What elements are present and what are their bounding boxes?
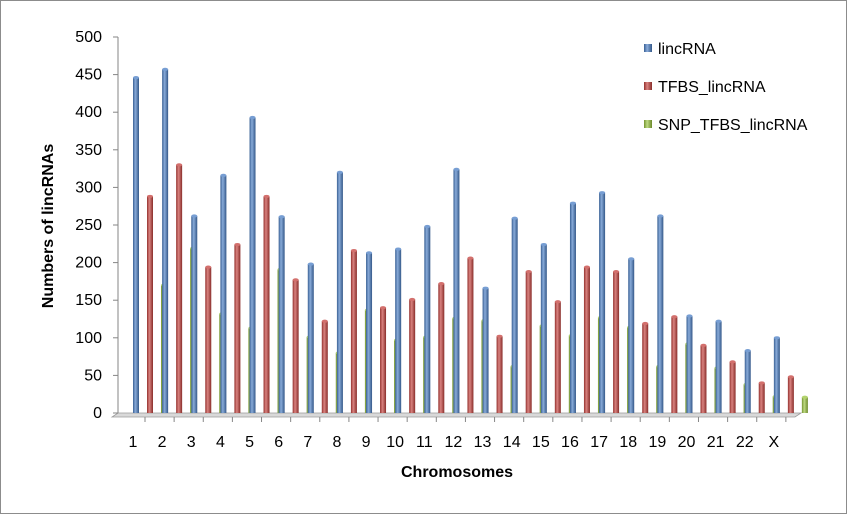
bar [511, 216, 518, 413]
bar [482, 286, 489, 413]
legend-item: TFBS_lincRNA [644, 79, 766, 96]
bar [366, 251, 373, 413]
bar [657, 214, 664, 413]
x-tick-label: 16 [561, 434, 579, 451]
bar [292, 278, 299, 413]
y-tick-label: 0 [93, 405, 102, 422]
bar [205, 265, 212, 413]
bar [628, 257, 635, 413]
bar [686, 314, 693, 413]
legend-label: TFBS_lincRNA [658, 79, 766, 96]
bar [249, 115, 256, 414]
bars [133, 67, 808, 414]
y-axis-title: Numbers of lincRNAs [40, 144, 57, 309]
bar [350, 248, 357, 413]
bar [540, 242, 547, 413]
x-tick-label: 15 [532, 434, 550, 451]
bar [133, 76, 139, 413]
x-tick-label: 20 [678, 434, 696, 451]
x-tick-label: 21 [707, 434, 725, 451]
y-tick-label: 50 [84, 367, 102, 384]
bar [569, 201, 576, 413]
x-tick-label: 19 [648, 434, 666, 451]
bar [147, 194, 153, 413]
bar [162, 67, 169, 413]
x-tick-label: 18 [619, 434, 637, 451]
bar [801, 395, 808, 413]
y-tick-label: 500 [75, 29, 102, 46]
bar [496, 334, 503, 413]
x-tick-label: 7 [303, 434, 312, 451]
bar [700, 343, 707, 413]
x-tick-label: X [769, 434, 780, 451]
y-tick-label: 250 [75, 217, 102, 234]
x-tick-label: 12 [445, 434, 463, 451]
x-tick-label: 4 [216, 434, 225, 451]
chart-floor [110, 412, 803, 418]
legend-item: SNP_TFBS_lincRNA [644, 117, 808, 134]
bar [671, 315, 678, 413]
bar [729, 360, 736, 413]
bar [467, 256, 474, 413]
x-tick-label: 3 [187, 434, 196, 451]
bar [234, 242, 241, 413]
bar [336, 170, 343, 413]
legend-swatch [644, 82, 652, 90]
bar [773, 336, 780, 413]
legend-swatch [644, 120, 652, 128]
y-tick-label: 200 [75, 255, 102, 272]
x-tick-label: 2 [158, 434, 167, 451]
bar [787, 375, 794, 413]
y-tick-label: 450 [75, 67, 102, 84]
x-tick-label: 8 [332, 434, 341, 451]
x-tick-label: 9 [362, 434, 371, 451]
bar [438, 282, 445, 413]
bar [583, 265, 590, 413]
bar [715, 319, 722, 413]
bar [744, 348, 751, 413]
bar [554, 300, 561, 413]
bar [409, 297, 416, 413]
bar [758, 381, 765, 413]
y-tick-label: 400 [75, 104, 102, 121]
bar [453, 167, 460, 413]
bar [525, 270, 532, 413]
bar [191, 214, 198, 413]
x-tick-label: 14 [503, 434, 521, 451]
x-tick-label: 11 [416, 434, 433, 451]
bar [424, 224, 431, 413]
bar [176, 163, 183, 413]
bar [220, 173, 227, 413]
y-tick-label: 300 [75, 179, 102, 196]
bar [613, 270, 620, 413]
x-tick-label: 1 [129, 434, 138, 451]
bar [307, 262, 314, 413]
bar [380, 306, 387, 413]
y-tick-label: 100 [75, 330, 102, 347]
legend: lincRNA TFBS_lincRNA SNP_TFBS_lincRNA [644, 41, 808, 134]
legend-label: lincRNA [658, 41, 716, 58]
y-tick-label: 150 [75, 292, 102, 309]
bar [278, 215, 285, 413]
bar [263, 194, 270, 413]
y-tick-label: 350 [75, 142, 102, 159]
legend-item: lincRNA [644, 41, 716, 58]
bar [395, 247, 402, 413]
bar [321, 319, 328, 413]
x-tick-label: 5 [245, 434, 254, 451]
x-tick-label: 10 [386, 434, 404, 451]
x-tick-label: 6 [274, 434, 283, 451]
bar [642, 321, 649, 413]
x-axis: 1 2 3 4 5 6 7 8 9 10 11 12 13 14 15 16 17 18 19 20 21 22 X [129, 417, 787, 451]
bar [599, 191, 606, 413]
x-tick-label: 17 [590, 434, 608, 451]
x-axis-title: Chromosomes [401, 464, 513, 481]
x-tick-label: 13 [474, 434, 492, 451]
legend-swatch [644, 44, 652, 52]
x-tick-label: 22 [736, 434, 754, 451]
legend-label: SNP_TFBS_lincRNA [658, 117, 808, 134]
y-axis: 0 50 100 150 200 250 300 350 400 450 500 [75, 29, 119, 422]
